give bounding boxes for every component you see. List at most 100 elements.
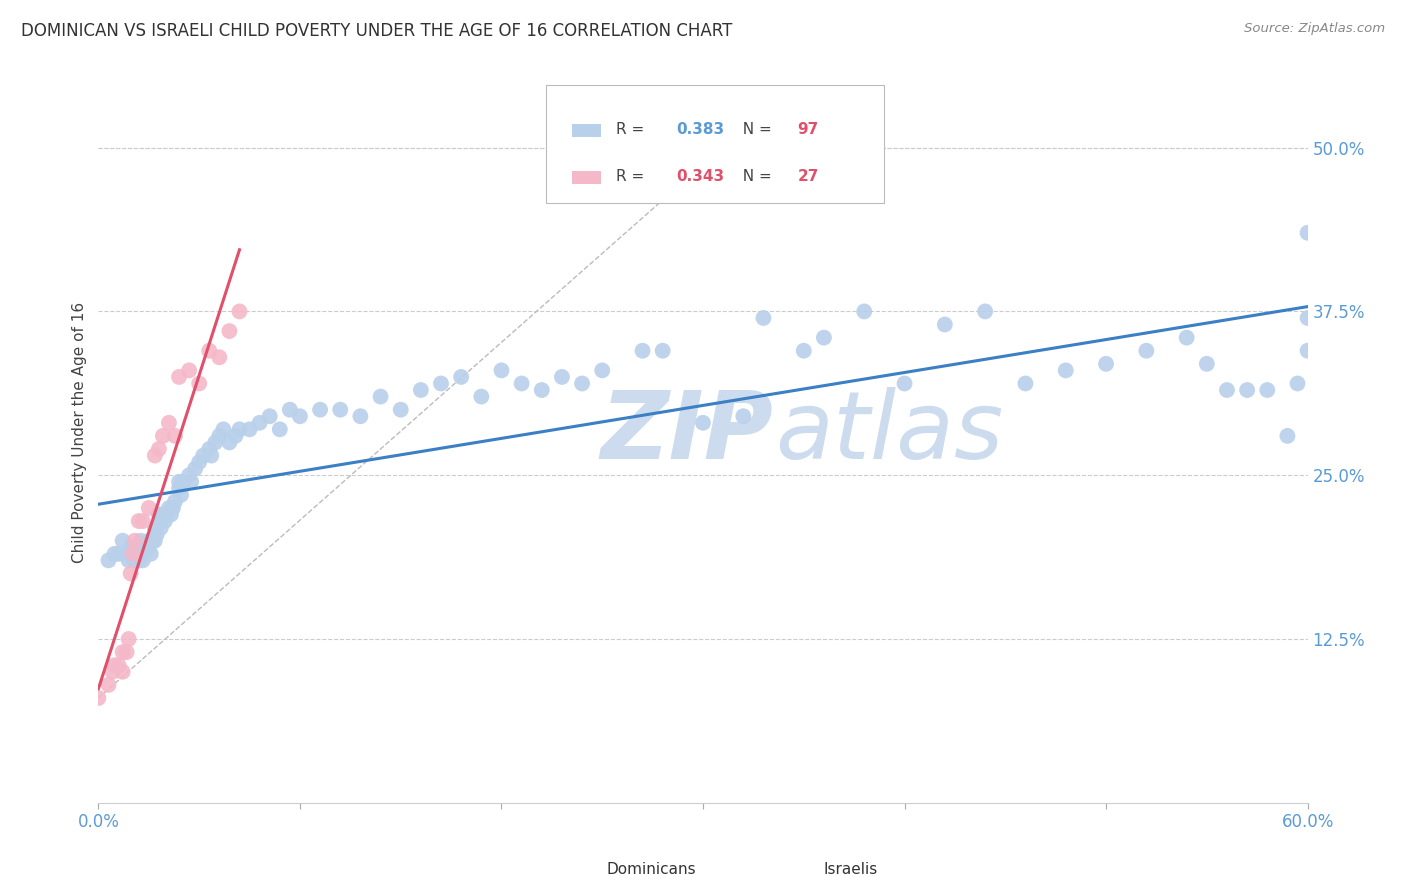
Point <box>491 363 513 377</box>
Point <box>1296 226 1319 240</box>
Point <box>128 514 150 528</box>
Point <box>228 304 250 318</box>
Point <box>651 343 673 358</box>
Point <box>128 553 150 567</box>
Point <box>149 514 172 528</box>
Point <box>551 370 574 384</box>
Point <box>470 390 492 404</box>
Point <box>134 547 156 561</box>
Point <box>103 547 125 561</box>
Point <box>120 541 142 555</box>
Point <box>409 383 432 397</box>
Point <box>208 429 231 443</box>
Text: ZIP: ZIP <box>600 386 773 479</box>
Point <box>1175 330 1198 344</box>
Point <box>103 658 125 673</box>
Point <box>118 553 141 567</box>
Point <box>124 547 146 561</box>
Point <box>389 402 412 417</box>
Point <box>813 330 835 344</box>
Point <box>157 416 180 430</box>
Point <box>1286 376 1309 391</box>
Point <box>259 409 281 424</box>
Point <box>124 553 146 567</box>
Text: 0.383: 0.383 <box>676 122 724 137</box>
Text: Source: ZipAtlas.com: Source: ZipAtlas.com <box>1244 22 1385 36</box>
Point <box>1095 357 1118 371</box>
Point <box>733 409 755 424</box>
Point <box>172 475 194 489</box>
Point <box>162 500 184 515</box>
Point <box>752 310 775 325</box>
Point <box>101 665 124 679</box>
Point <box>1236 383 1258 397</box>
Point <box>118 632 141 646</box>
Point <box>370 390 392 404</box>
Point <box>146 527 169 541</box>
Point <box>163 494 186 508</box>
Point <box>179 363 201 377</box>
Point <box>1216 383 1239 397</box>
Text: R =: R = <box>616 122 650 137</box>
Point <box>163 429 186 443</box>
Point <box>853 304 876 318</box>
Point <box>121 547 143 561</box>
Point <box>1256 383 1278 397</box>
Point <box>269 422 291 436</box>
FancyBboxPatch shape <box>807 864 828 883</box>
Point <box>179 468 201 483</box>
Point <box>142 533 165 548</box>
Text: Israelis: Israelis <box>824 862 879 877</box>
Point <box>591 363 613 377</box>
Point <box>138 541 160 555</box>
Point <box>138 533 160 548</box>
Point <box>97 678 120 692</box>
Y-axis label: Child Poverty Under the Age of 16: Child Poverty Under the Age of 16 <box>72 302 87 563</box>
Point <box>934 318 956 332</box>
Point <box>111 665 134 679</box>
Point <box>631 343 654 358</box>
Point <box>138 500 160 515</box>
Point <box>571 376 593 391</box>
Point <box>193 449 215 463</box>
Point <box>152 508 174 522</box>
FancyBboxPatch shape <box>572 170 600 184</box>
Point <box>157 500 180 515</box>
Point <box>167 475 190 489</box>
Point <box>149 521 172 535</box>
Text: atlas: atlas <box>776 387 1004 478</box>
Point <box>156 508 179 522</box>
Point <box>132 553 155 567</box>
Point <box>153 514 176 528</box>
Point <box>115 645 138 659</box>
Point <box>170 488 193 502</box>
Point <box>1195 357 1218 371</box>
Point <box>249 416 271 430</box>
Point <box>107 658 129 673</box>
Point <box>793 343 815 358</box>
Text: 97: 97 <box>797 122 818 137</box>
Point <box>218 435 240 450</box>
Point <box>198 442 221 456</box>
Point <box>218 324 240 338</box>
Point <box>135 541 157 555</box>
Point <box>224 429 246 443</box>
Point <box>152 429 174 443</box>
Point <box>430 376 453 391</box>
Point <box>167 370 190 384</box>
Point <box>124 533 146 548</box>
Point <box>288 409 311 424</box>
FancyBboxPatch shape <box>572 124 600 137</box>
Point <box>974 304 997 318</box>
Point <box>129 533 152 548</box>
Point <box>204 435 226 450</box>
Text: N =: N = <box>734 122 778 137</box>
Point <box>510 376 533 391</box>
Point <box>121 547 143 561</box>
Point <box>143 521 166 535</box>
Point <box>1296 343 1319 358</box>
Point <box>111 533 134 548</box>
Point <box>239 422 262 436</box>
Point <box>167 481 190 495</box>
Point <box>148 508 170 522</box>
